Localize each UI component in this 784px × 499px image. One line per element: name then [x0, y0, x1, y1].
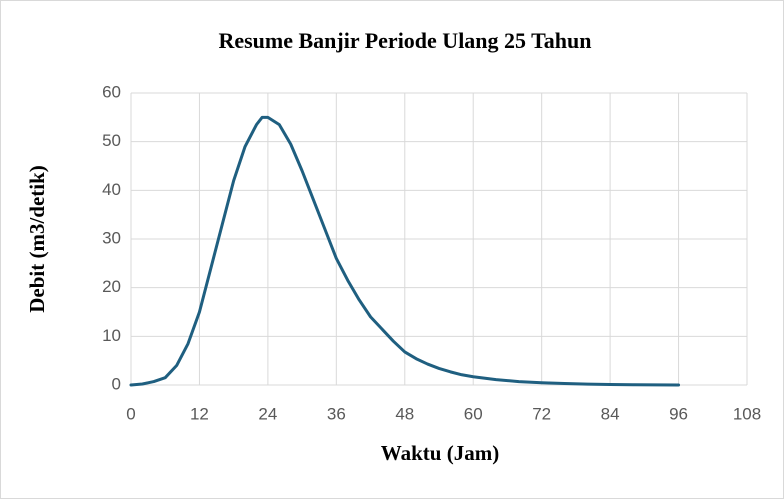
chart-title: Resume Banjir Periode Ulang 25 Tahun [218, 28, 591, 53]
y-tick-label: 20 [102, 277, 121, 296]
x-tick-label: 0 [126, 404, 135, 423]
x-axis-label: Waktu (Jam) [381, 441, 499, 465]
x-tick-label: 72 [532, 404, 551, 423]
y-tick-label: 0 [112, 374, 121, 393]
x-tick-label: 84 [601, 404, 620, 423]
x-tick-label: 96 [669, 404, 688, 423]
y-tick-label: 10 [102, 326, 121, 345]
x-tick-label: 36 [327, 404, 346, 423]
y-tick-label: 30 [102, 228, 121, 247]
x-tick-label: 12 [190, 404, 209, 423]
y-tick-label: 60 [102, 82, 121, 101]
x-tick-label: 108 [733, 404, 761, 423]
x-tick-label: 24 [258, 404, 277, 423]
y-axis-label: Debit (m3/detik) [25, 165, 49, 313]
x-tick-label: 48 [395, 404, 414, 423]
y-tick-label: 40 [102, 180, 121, 199]
y-tick-label: 50 [102, 131, 121, 150]
line [129, 115, 681, 387]
x-tick-label: 60 [464, 404, 483, 423]
